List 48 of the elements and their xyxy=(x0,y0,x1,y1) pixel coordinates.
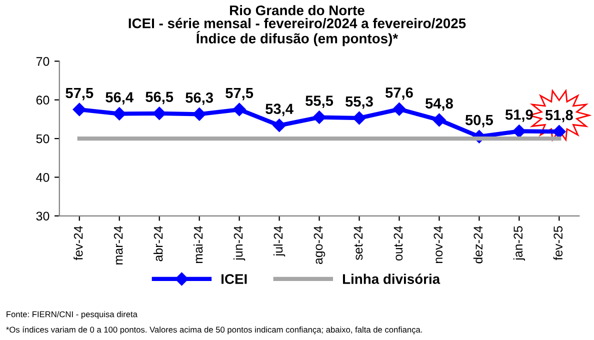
y-tick-label: 30 xyxy=(36,212,50,221)
legend-label: Linha divisória xyxy=(342,274,440,284)
point xyxy=(112,107,126,120)
source-note: Fonte: FIERN/CNI - pesquisa direta xyxy=(6,311,138,319)
x-tick-label: ago-24 xyxy=(314,226,326,264)
point xyxy=(232,102,246,116)
x-tick-label: fev-25 xyxy=(553,226,563,260)
point xyxy=(272,118,286,132)
x-tick-label: out-24 xyxy=(394,226,403,261)
point xyxy=(432,113,446,127)
point xyxy=(152,106,166,120)
chart-title: Rio Grande do Norte ICEI - série mensal - fevereiro/2024 a fevereiro/2025 Índice de difusão (em pontos)* xyxy=(128,5,466,46)
data-label: 57,5 xyxy=(226,88,254,100)
point xyxy=(72,102,86,116)
point xyxy=(192,108,206,121)
x-tick-label: jul-24 xyxy=(273,226,286,256)
data-label: 56,4 xyxy=(106,92,134,105)
y-tick-label: 40 xyxy=(36,173,50,182)
x-tick-label: abr-24 xyxy=(154,226,163,262)
y-tick-label: 70 xyxy=(36,57,50,66)
x-tick-label: mai-24 xyxy=(194,226,203,263)
data-label: 51,9 xyxy=(505,109,533,122)
x-tick-label: set-24 xyxy=(354,226,363,260)
legend-label: ICEI xyxy=(222,274,247,284)
x-tick-label: jun-24 xyxy=(233,226,246,261)
point xyxy=(512,124,526,138)
y-tick-label: 60 xyxy=(36,96,50,105)
point xyxy=(392,102,406,116)
x-tick-label: dez-24 xyxy=(473,226,483,264)
data-label: 57,5 xyxy=(66,88,94,100)
x-tick-label: jan-25 xyxy=(513,226,526,261)
data-label: 54,8 xyxy=(425,98,453,111)
text: *Os índices variam de 0 a 100 pontos. Valores acima de 50 pontos indicam confiança; abaixo, falta de confiança. xyxy=(6,326,422,334)
data-label: 55,5 xyxy=(306,96,334,108)
data-label: 56,3 xyxy=(186,92,213,105)
x-tick-label: mar-24 xyxy=(114,226,123,264)
point xyxy=(552,125,566,138)
point xyxy=(352,111,366,125)
data-label: 50,5 xyxy=(465,114,493,128)
x-tick-label: fev-24 xyxy=(74,226,83,260)
data-label: 56,5 xyxy=(146,92,174,104)
x-tick-label: nov-24 xyxy=(434,226,443,264)
y-tick-label: 50 xyxy=(36,134,50,144)
data-label: 53,4 xyxy=(266,104,294,116)
point xyxy=(312,110,326,124)
data-label: 57,6 xyxy=(385,87,413,100)
data-label: 55,3 xyxy=(346,96,373,109)
data-label: 51,8 xyxy=(545,110,573,122)
